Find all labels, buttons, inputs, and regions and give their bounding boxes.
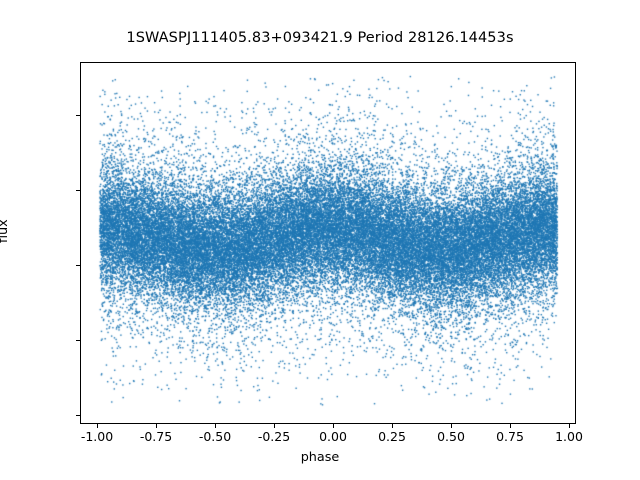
- page-title: 1SWASPJ111405.83+093421.9 Period 28126.1…: [126, 30, 514, 46]
- x-tick-mark: [569, 424, 571, 428]
- x-tick-mark: [97, 424, 99, 428]
- x-tick-label: -0.25: [257, 429, 291, 444]
- x-tick-label: 0.00: [319, 429, 347, 444]
- x-axis-label: phase: [300, 450, 340, 465]
- scatter-plot-canvas: [81, 63, 575, 423]
- x-tick-mark: [333, 424, 335, 428]
- y-tick-mark: [76, 415, 80, 417]
- x-tick-mark: [392, 424, 394, 428]
- y-axis-label: flux: [0, 219, 11, 243]
- x-tick-label: -0.50: [198, 429, 232, 444]
- x-tick-mark: [510, 424, 512, 428]
- x-tick-label: -1.00: [80, 429, 114, 444]
- x-tick-label: -0.75: [139, 429, 173, 444]
- x-tick-mark: [215, 424, 217, 428]
- y-tick-mark: [76, 340, 80, 342]
- x-tick-label: 0.50: [437, 429, 465, 444]
- x-tick-mark: [274, 424, 276, 428]
- x-tick-mark: [156, 424, 158, 428]
- y-tick-mark: [76, 190, 80, 192]
- x-tick-label: 1.00: [555, 429, 583, 444]
- x-tick-label: 0.75: [496, 429, 524, 444]
- y-tick-mark: [76, 115, 80, 117]
- x-tick-label: 0.25: [378, 429, 406, 444]
- y-tick-mark: [76, 265, 80, 267]
- plot-axes-area: [80, 62, 576, 424]
- x-tick-mark: [451, 424, 453, 428]
